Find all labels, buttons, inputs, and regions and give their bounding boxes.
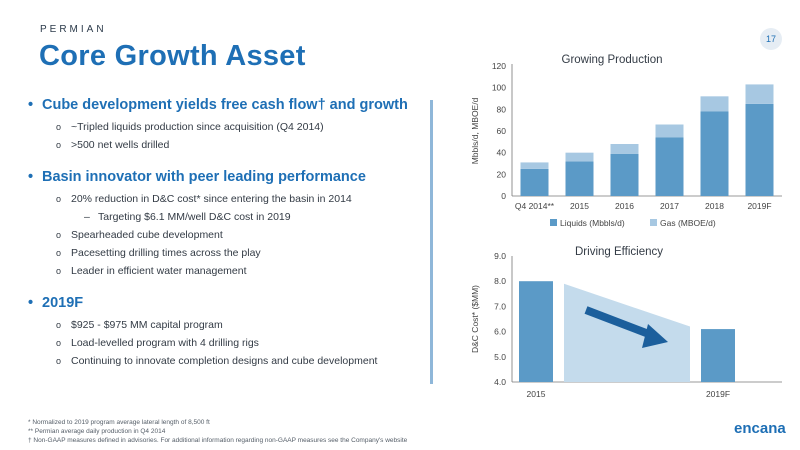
x-tick-label: 2018 [705,201,724,211]
sub-bullet: Leader in efficient water management [26,262,426,280]
y-tick-label: 120 [492,61,506,71]
company-logo: encana [734,420,786,437]
page-number-badge: 17 [760,28,782,50]
gas-bar [745,84,774,104]
gas-bar [520,162,549,169]
y-tick-label: 6.0 [494,327,506,337]
sub-bullet: $925 - $975 MM capital program [26,316,426,334]
section-label: PERMIAN [40,24,107,35]
x-tick-label: 2019F [706,389,730,399]
gas-bar [700,96,729,112]
x-tick-label: 2015 [570,201,589,211]
y-tick-label: 7.0 [494,301,506,311]
legend-swatch-liquids [550,219,557,226]
y-tick-label: 20 [497,169,507,179]
y-tick-label: 100 [492,83,506,93]
y-tick-label: 4.0 [494,377,506,387]
sub-sub-bullet: Targeting $6.1 MM/well D&C cost in 2019 [26,208,426,226]
bullet-cube-development: Cube development yields free cash flow† … [26,96,426,114]
y-tick-label: 9.0 [494,251,506,261]
y-axis-label: D&C Cost* ($MM) [470,285,480,353]
sub-bullet: Load-levelled program with 4 drilling ri… [26,334,426,352]
downward-trend-arrow [584,306,668,348]
cost-bar [701,329,735,382]
vertical-divider [430,100,433,384]
bullet-2019f: 2019F [26,294,426,312]
y-axis-label: Mbbls/d, MBOE/d [470,97,480,164]
legend-label-liquids: Liquids (Mbbls/d) [560,218,625,228]
gas-bar [565,152,594,162]
sub-bullet: Continuing to innovate completion design… [26,352,426,370]
gas-bar [610,144,639,154]
x-tick-label: 2015 [527,389,546,399]
efficiency-wedge [564,283,690,382]
bullet-basin-innovator: Basin innovator with peer leading perfor… [26,168,426,186]
legend-label-gas: Gas (MBOE/d) [660,218,716,228]
legend-swatch-gas [650,219,657,226]
sub-bullet: Spearheaded cube development [26,226,426,244]
footnotes: * Normalized to 2019 program average lat… [28,418,407,445]
y-tick-label: 8.0 [494,276,506,286]
y-tick-label: 40 [497,148,507,158]
liquids-bar [565,161,594,196]
y-tick-label: 0 [501,191,506,201]
page-title: Core Growth Asset [39,40,306,72]
footnote: † Non-GAAP measures defined in advisorie… [28,437,408,444]
gas-bar [655,124,684,138]
y-tick-label: 80 [497,104,507,114]
sub-bullet: Pacesetting drilling times across the pl… [26,244,426,262]
x-tick-label: Q4 2014** [515,201,555,211]
liquids-bar [520,168,549,196]
cost-bar [519,281,553,382]
sub-bullet: ~Tripled liquids production since acquis… [26,118,426,136]
efficiency-chart: Driving Efficiency D&C Cost* ($MM) 4.0 5.0 6… [470,246,782,399]
liquids-bar [745,103,774,196]
y-tick-label: 60 [497,126,507,136]
arrow-head [642,324,668,348]
x-tick-label: 2017 [660,201,679,211]
chart-title: Growing Production [562,54,663,66]
production-chart: Growing Production Mbbls/d, MBOE/d 0 20 40 60… [470,54,782,228]
sub-bullet: >500 net wells drilled [26,136,426,154]
liquids-bar [610,153,639,196]
sub-bullet: 20% reduction in D&C cost* since enterin… [26,190,426,208]
y-tick-label: 5.0 [494,352,506,362]
arrow-shaft [584,306,656,340]
chart-title: Driving Efficiency [575,246,663,258]
x-tick-label: 2019F [747,201,771,211]
liquids-bar [655,137,684,196]
footnote: * Normalized to 2019 program average lat… [28,419,210,426]
footnote: ** Permian average daily production in Q… [28,428,166,435]
x-tick-label: 2016 [615,201,634,211]
liquids-bar [700,111,729,196]
bullet-list: Cube development yields free cash flow† … [26,96,426,370]
